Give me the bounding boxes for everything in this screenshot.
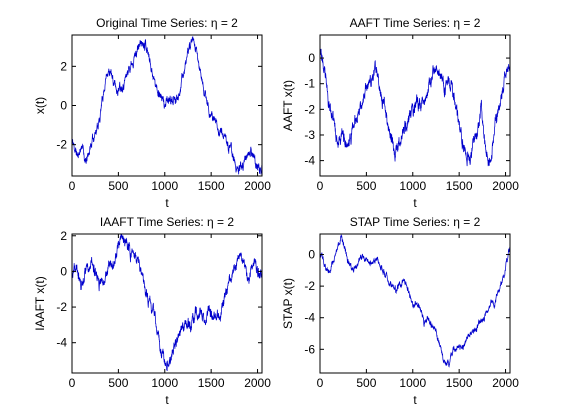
x-tick-label: 500: [108, 179, 128, 193]
x-tick-label: 500: [356, 179, 376, 193]
y-tick-label: -4: [304, 311, 315, 325]
x-tick-label: 1500: [446, 179, 473, 193]
y-tick-label: -2: [56, 300, 67, 314]
x-tick-label: 1500: [198, 376, 225, 390]
y-tick-label: 2: [60, 59, 67, 73]
x-tick-label: 2000: [244, 376, 271, 390]
x-tick-label: 2000: [492, 376, 519, 390]
y-tick-label: 0: [60, 264, 67, 278]
y-tick-label: 0: [60, 99, 67, 113]
x-tick-label: 2000: [492, 179, 519, 193]
x-tick-label: 2000: [244, 179, 271, 193]
axes-box: [319, 34, 511, 177]
x-tick-label: 1000: [151, 179, 178, 193]
x-tick-label: 1000: [151, 376, 178, 390]
chart-title: STAP Time Series: η = 2: [350, 215, 481, 229]
subplot-2: 0 500 1000 1500 2000 -4 -3 -2 -1 0 AAFT Time Serie…: [281, 16, 519, 210]
y-tick-label: -4: [304, 154, 315, 168]
x-tick-label: 500: [356, 376, 376, 390]
chart-title: Original Time Series: η = 2: [96, 16, 238, 30]
x-tick-label: 1500: [446, 376, 473, 390]
y-tick-label: 0: [308, 51, 315, 65]
series-line: [72, 36, 262, 175]
x-axis-label: t: [165, 196, 169, 210]
y-tick-label: -6: [304, 342, 315, 356]
chart-title: IAAFT Time Series: η = 2: [100, 215, 234, 229]
x-axis-label: t: [165, 393, 169, 407]
chart-title: AAFT Time Series: η = 2: [350, 16, 481, 30]
axes-box: [319, 233, 511, 374]
x-tick-label: 1000: [399, 376, 426, 390]
subplot-1: 0 500 1000 1500 2000 -2 0 2 Original Time Series…: [33, 16, 271, 210]
y-tick-label: 0: [308, 248, 315, 262]
series-line: [320, 46, 510, 167]
x-tick-label: 500: [108, 376, 128, 390]
y-tick-label: 2: [60, 229, 67, 243]
series-line: [72, 234, 262, 371]
y-axis-label: AAFT x(t): [281, 80, 295, 131]
x-tick-label: 0: [317, 179, 324, 193]
y-tick-label: -2: [56, 138, 67, 152]
x-tick-label: 1000: [399, 179, 426, 193]
y-axis-label: IAAFT x(t): [33, 276, 47, 330]
y-tick-label: -3: [304, 128, 315, 142]
x-axis-label: t: [413, 196, 417, 210]
y-tick-label: -4: [56, 336, 67, 350]
y-axis-label: STAP x(t): [281, 278, 295, 329]
subplot-3: 0 500 1000 1500 2000 -4 -2 0 2 IAAFT Time Series:…: [33, 215, 271, 407]
x-axis-label: t: [413, 393, 417, 407]
x-tick-label: 1500: [198, 179, 225, 193]
x-tick-label: 0: [69, 376, 76, 390]
series-line: [320, 234, 510, 368]
axes-box: [71, 233, 263, 374]
x-tick-label: 0: [317, 376, 324, 390]
y-tick-label: -2: [304, 279, 315, 293]
y-tick-label: -1: [304, 77, 315, 91]
y-tick-label: -2: [304, 102, 315, 116]
y-axis-label: x(t): [33, 97, 47, 114]
x-tick-label: 0: [69, 179, 76, 193]
subplot-4: 0 500 1000 1500 2000 -6 -4 -2 0 STAP Time Series:…: [281, 215, 519, 407]
